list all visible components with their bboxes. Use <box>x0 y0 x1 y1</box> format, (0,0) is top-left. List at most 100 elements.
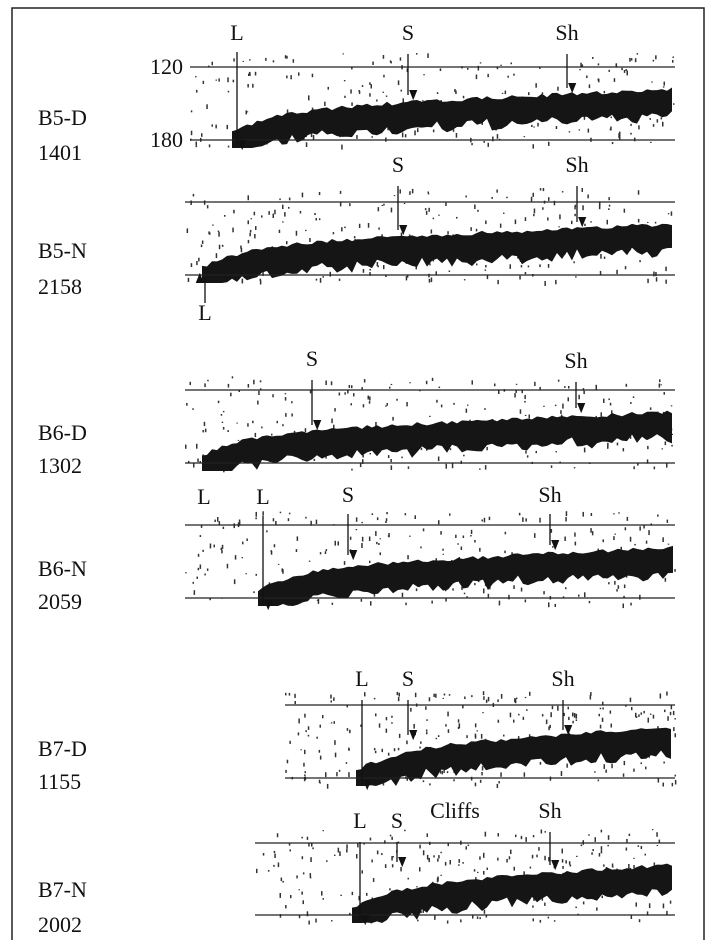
speckle <box>582 511 584 517</box>
marker-label: S <box>402 20 414 45</box>
speckle <box>486 274 489 280</box>
speckle <box>543 591 545 595</box>
speckle <box>208 65 210 67</box>
speckle <box>483 909 486 914</box>
speckle <box>611 763 613 769</box>
speckle <box>635 716 638 718</box>
speckle <box>351 67 353 70</box>
speckle <box>606 219 608 225</box>
speckle <box>374 750 377 754</box>
speckle <box>623 70 626 73</box>
speckle <box>206 568 209 571</box>
speckle <box>401 456 403 459</box>
speckle <box>496 783 499 788</box>
speckle <box>308 95 310 101</box>
speckle <box>498 390 500 394</box>
speckle <box>568 386 570 389</box>
speckle <box>248 71 251 75</box>
speckle <box>286 109 289 113</box>
speckle <box>621 67 623 71</box>
speckle <box>600 850 603 854</box>
speckle <box>462 862 464 864</box>
speckle <box>445 202 447 206</box>
speckle <box>349 912 351 916</box>
speckle <box>389 386 391 389</box>
speckle <box>508 856 511 860</box>
speckle <box>629 434 632 439</box>
speckle <box>447 729 450 733</box>
speckle <box>252 420 254 424</box>
speckle <box>262 511 264 516</box>
speckle <box>447 711 449 717</box>
echo-band <box>356 727 671 786</box>
speckle <box>616 442 619 446</box>
speckle <box>279 198 281 201</box>
speckle <box>661 448 663 450</box>
speckle <box>442 548 444 551</box>
speckle <box>629 57 631 62</box>
speckle <box>382 781 385 786</box>
speckle <box>599 707 602 710</box>
speckle <box>333 697 335 701</box>
speckle <box>315 519 318 524</box>
speckle <box>334 752 337 758</box>
speckle <box>583 116 586 120</box>
speckle <box>658 839 661 843</box>
speckle <box>665 279 667 284</box>
speckle <box>259 278 262 282</box>
marker-label: L <box>197 484 210 509</box>
speckle <box>520 835 523 840</box>
speckle <box>453 779 455 782</box>
speckle <box>599 724 602 729</box>
speckle <box>338 278 341 281</box>
speckle <box>249 229 252 233</box>
speckle <box>513 73 515 76</box>
speckle <box>304 713 306 718</box>
speckle <box>470 776 473 781</box>
speckle <box>305 229 307 232</box>
speckle <box>290 75 292 80</box>
speckle <box>274 853 276 858</box>
speckle <box>221 544 224 549</box>
speckle <box>588 834 590 836</box>
speckle <box>268 211 270 215</box>
speckle <box>390 465 393 470</box>
speckle <box>282 569 284 574</box>
speckle <box>437 735 440 737</box>
speckle <box>617 585 620 589</box>
speckle <box>316 599 319 601</box>
speckle <box>474 723 477 728</box>
speckle <box>391 864 394 868</box>
speckle <box>575 276 577 278</box>
speckle <box>657 777 660 783</box>
panel-label: 1401 <box>38 140 82 165</box>
speckle <box>555 451 557 453</box>
speckle <box>484 831 487 837</box>
speckle <box>611 863 614 868</box>
speckle <box>190 110 193 113</box>
speckle <box>407 877 409 880</box>
speckle <box>484 465 487 470</box>
speckle <box>282 204 284 209</box>
speckle <box>392 416 394 421</box>
speckle <box>422 850 425 856</box>
speckle <box>479 779 482 783</box>
speckle <box>544 281 546 286</box>
speckle <box>407 466 410 469</box>
speckle <box>626 70 628 76</box>
speckle <box>550 529 553 533</box>
speckle <box>246 111 249 113</box>
speckle <box>575 906 577 909</box>
speckle <box>543 405 545 407</box>
speckle <box>439 770 442 774</box>
speckle <box>643 524 645 529</box>
speckle <box>547 217 549 221</box>
speckle <box>438 855 440 859</box>
speckle <box>381 748 383 753</box>
speckle <box>513 866 515 871</box>
speckle <box>346 848 348 853</box>
speckle <box>400 232 403 237</box>
speckle <box>272 60 275 63</box>
speckle <box>533 897 535 901</box>
speckle <box>308 920 310 925</box>
